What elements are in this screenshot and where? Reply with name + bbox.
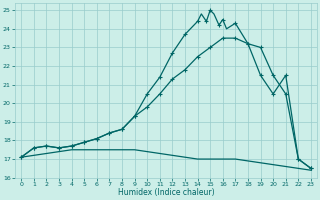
X-axis label: Humidex (Indice chaleur): Humidex (Indice chaleur)	[118, 188, 214, 197]
